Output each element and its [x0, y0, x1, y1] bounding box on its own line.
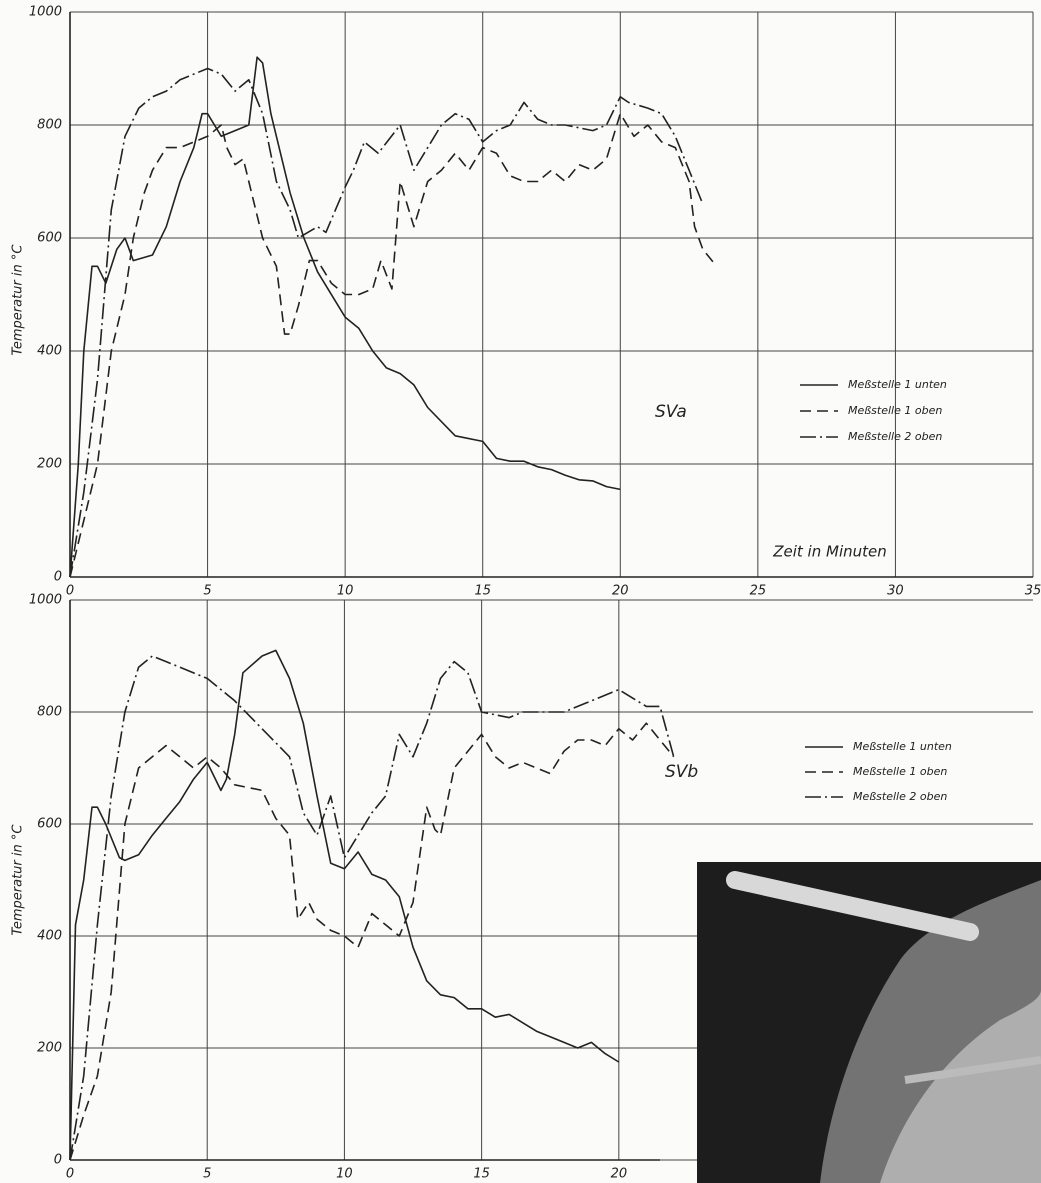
- chart: 0 200 400 600 800 1000 0 5 10 15 20 25 30 35 Temperatu…: [11, 5, 1041, 599]
- y-tick-label: 800: [37, 705, 62, 720]
- x-tick-label: 15: [473, 1167, 490, 1182]
- x-tick-label: 5: [203, 584, 211, 599]
- series-line: [69, 56, 621, 578]
- series-line: [69, 112, 718, 578]
- x-tick-label: 0: [66, 1167, 74, 1182]
- photo-flames: [880, 990, 1041, 1183]
- x-tick-label: 20: [611, 1167, 628, 1182]
- y-tick-label: 600: [37, 231, 62, 246]
- chart: 0 200 400 600 800 1000 0 5 10 15 20 Temperatur in °…: [11, 593, 1033, 1182]
- x-tick-label: 30: [887, 584, 904, 599]
- legend-label: Meßstelle 1 oben: [853, 765, 947, 778]
- photo: [697, 862, 1041, 1183]
- series-line: [69, 655, 675, 1161]
- legend-label: Meßstelle 2 oben: [848, 430, 942, 443]
- x-tick-label: 15: [474, 584, 491, 599]
- legend-label: Meßstelle 1 unten: [848, 378, 947, 391]
- annotation: SVa: [655, 402, 687, 422]
- y-tick-label: 600: [37, 817, 62, 832]
- x-tick-label: 10: [337, 584, 354, 599]
- photo-rod: [904, 1056, 1041, 1084]
- series-line: [69, 649, 620, 1161]
- x-tick-label: 10: [336, 1167, 353, 1182]
- y-tick-label: 1000: [29, 593, 62, 608]
- y-tick-label: 0: [54, 570, 62, 585]
- x-tick-label: 20: [612, 584, 629, 599]
- y-tick-label: 800: [37, 118, 62, 133]
- series-line: [69, 67, 704, 578]
- y-tick-label: 200: [37, 457, 62, 472]
- legend-label: Meßstelle 1 unten: [853, 740, 952, 753]
- y-tick-label: 200: [37, 1041, 62, 1056]
- series-line: [69, 722, 675, 1161]
- x-tick-label: 5: [203, 1167, 211, 1182]
- y-tick-label: 400: [37, 929, 62, 944]
- x-tick-label: 35: [1025, 584, 1041, 599]
- y-axis-label: Temperatur in °C: [11, 244, 26, 356]
- annotation: SVb: [665, 762, 698, 782]
- y-tick-label: 400: [37, 344, 62, 359]
- y-axis-label: Temperatur in °C: [11, 824, 26, 936]
- legend-label: Meßstelle 2 oben: [853, 790, 947, 803]
- y-tick-label: 1000: [29, 5, 62, 20]
- x-axis-label: Zeit in Minuten: [772, 543, 887, 561]
- x-tick-label: 0: [66, 584, 74, 599]
- legend-label: Meßstelle 1 oben: [848, 404, 942, 417]
- photo-rod: [726, 871, 979, 941]
- y-tick-label: 0: [54, 1153, 62, 1168]
- x-tick-label: 25: [750, 584, 767, 599]
